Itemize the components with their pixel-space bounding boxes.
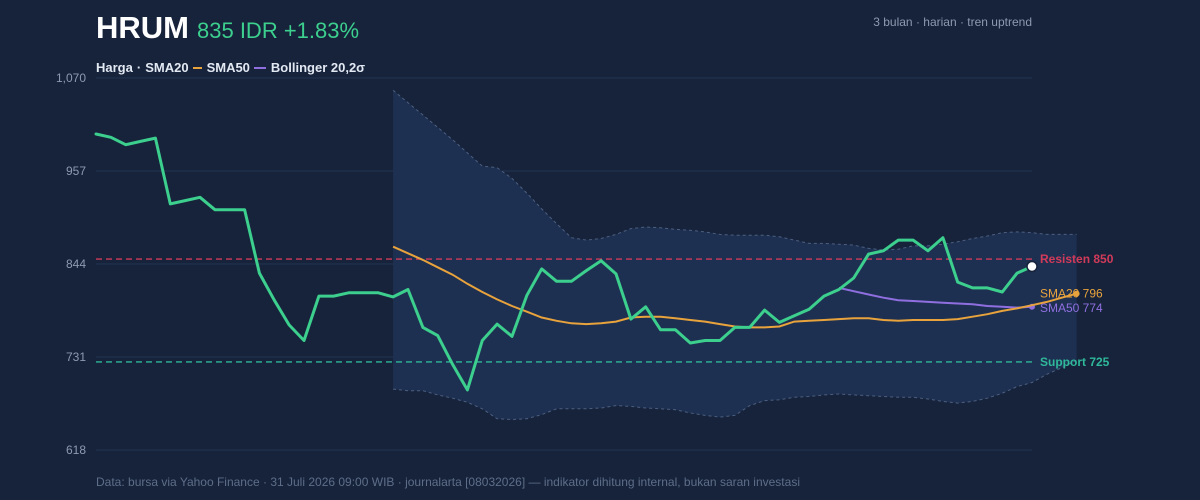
legend-separator: · xyxy=(136,60,142,75)
legend-sma50: SMA50 xyxy=(206,60,250,75)
sma20-end-label: SMA20 796 xyxy=(1040,287,1103,301)
y-tick-label: 957 xyxy=(66,164,86,178)
chart-meta: 3 bulan · harian · tren uptrend xyxy=(873,15,1032,29)
legend-price: Harga xyxy=(96,60,133,75)
price-change: 835 IDR +1.83% xyxy=(197,18,360,43)
sma50-line xyxy=(838,286,1033,309)
legend-sma20-swatch xyxy=(192,66,202,69)
support-label: Support 725 xyxy=(1040,355,1110,369)
sma50-end-label: SMA50 774 xyxy=(1040,301,1103,315)
support-resistance-lines xyxy=(96,258,1032,363)
bollinger-upper xyxy=(392,89,1077,251)
bollinger-lower xyxy=(393,359,1077,421)
bollinger-band xyxy=(392,89,1077,421)
bollinger-fill xyxy=(393,90,1077,420)
y-tick-label: 844 xyxy=(66,257,86,271)
price-layer xyxy=(94,132,1038,392)
ticker-symbol: HRUM xyxy=(96,10,189,45)
legend-bollinger: Bollinger 20,2σ xyxy=(270,60,366,75)
y-axis-ticks: 1,070 957 844 731 618 xyxy=(56,71,86,457)
legend-sma20: SMA20 xyxy=(145,60,189,75)
resistance-label: Resisten 850 xyxy=(1040,252,1114,266)
data-source-footer: Data: bursa via Yahoo Finance · 31 Juli … xyxy=(96,475,800,489)
price-end-dot xyxy=(1026,260,1038,273)
y-tick-label: 731 xyxy=(66,350,86,364)
sma20-end-dot xyxy=(1073,290,1080,297)
y-tick-label: 618 xyxy=(66,443,86,457)
price-line xyxy=(94,132,1034,392)
chart-legend: Harga · SMA20 SMA50 Bollinger 20,2σ xyxy=(96,60,365,75)
chart-header: HRUM 835 IDR +1.83% xyxy=(96,10,359,46)
legend-sma50-swatch xyxy=(253,66,266,69)
y-tick-label: 1,070 xyxy=(56,71,86,85)
